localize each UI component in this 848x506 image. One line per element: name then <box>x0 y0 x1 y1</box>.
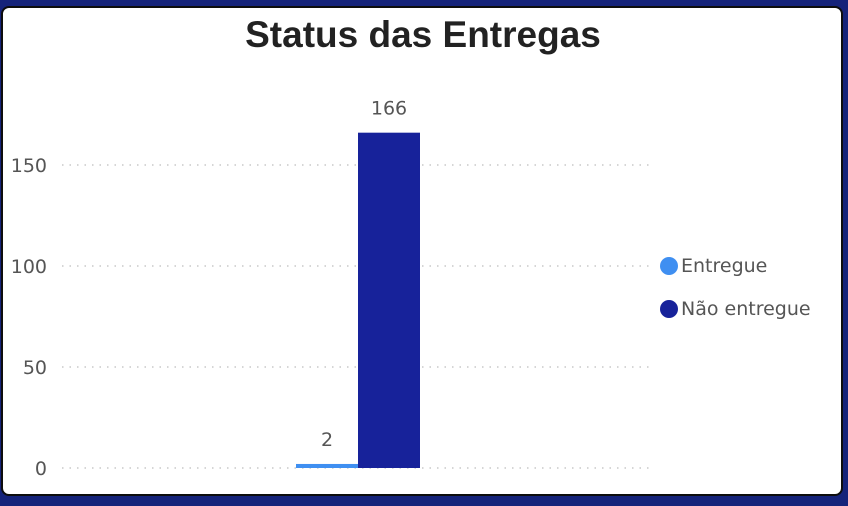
y-tick-label: 50 <box>23 357 47 379</box>
legend-swatch-entregue <box>660 256 678 275</box>
legend: Entregue Não entregue <box>660 244 811 330</box>
y-tick-label: 150 <box>11 155 47 177</box>
legend-label-entregue: Entregue <box>681 254 768 277</box>
y-tick-label: 100 <box>11 256 47 278</box>
legend-label-nao-entregue: Não entregue <box>681 297 811 320</box>
legend-item-nao-entregue[interactable]: Não entregue <box>660 287 811 330</box>
data-labels: 2 166 <box>321 98 407 451</box>
y-tick-label: 0 <box>35 458 47 480</box>
legend-item-entregue[interactable]: Entregue <box>660 244 811 287</box>
bar-nao-entregue[interactable] <box>358 132 420 468</box>
grid-lines <box>62 164 652 469</box>
data-label-nao-entregue: 166 <box>371 98 407 120</box>
y-axis: 0 50 100 150 <box>11 155 47 480</box>
bar-entregue[interactable] <box>296 463 358 468</box>
data-label-entregue: 2 <box>321 429 333 451</box>
chart-title: Status das Entregas <box>245 14 601 55</box>
chart-card <box>1 6 843 496</box>
legend-swatch-nao-entregue <box>660 299 678 318</box>
bars <box>296 132 420 468</box>
